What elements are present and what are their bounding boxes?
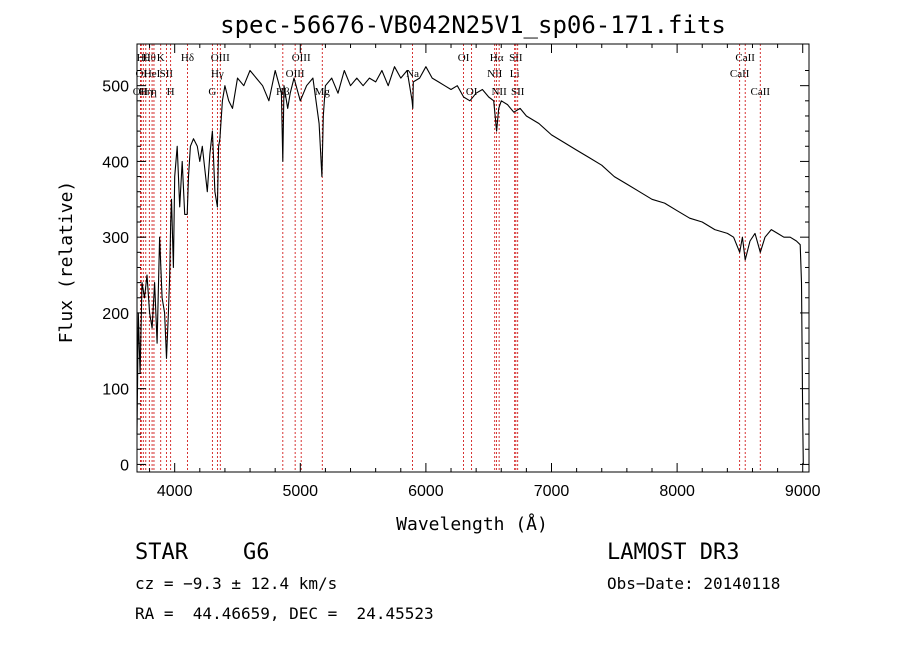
plot-frame xyxy=(136,43,810,473)
x-tick-label: 9000 xyxy=(785,483,821,500)
line-marker-label: Hδ xyxy=(181,52,194,64)
line-marker-label: η xyxy=(151,86,157,98)
line-marker-label: OIII xyxy=(292,52,311,64)
line-marker-label: SII xyxy=(511,86,525,98)
line-marker-label: CaII xyxy=(750,86,770,98)
y-tick-label: 400 xyxy=(102,154,129,171)
y-tick-label: 100 xyxy=(102,382,129,399)
line-marker-label: SII xyxy=(509,52,523,64)
axes: 4000 5000 6000 7000 8000 9000 0 100 200 300 400 500 xyxy=(102,44,821,500)
obs-date-text: Obs−Date: 20140118 xyxy=(607,574,781,593)
line-marker-label: H xyxy=(167,86,175,98)
line-marker-label: Hθ xyxy=(143,52,156,64)
subclass-label: G6 xyxy=(243,540,270,565)
x-tick-label: 6000 xyxy=(408,483,444,500)
line-marker-label: OI xyxy=(135,68,147,80)
line-markers: OIIOIHθHηHθHeIηKSIIHHδGHγOIIIHβOIIIOIIIM… xyxy=(133,44,770,472)
line-marker-label: NII xyxy=(491,86,507,98)
redshift-text: cz = −9.3 ± 12.4 km/s xyxy=(135,574,338,593)
class-label: STAR xyxy=(135,540,188,565)
x-tick-label: 5000 xyxy=(282,483,318,500)
chart-title: spec-56676-VB042N25V1_sp06-171.fits xyxy=(220,11,726,39)
line-marker-label: G xyxy=(208,86,216,98)
spectrum-line xyxy=(136,66,804,465)
x-axis-label: Wavelength (Å) xyxy=(396,513,548,535)
y-tick-label: 0 xyxy=(120,457,129,474)
line-marker-label: Li xyxy=(510,68,520,80)
line-marker-label: OI xyxy=(458,52,470,64)
line-marker-label: Hγ xyxy=(211,68,224,80)
line-marker-label: SII xyxy=(160,68,174,80)
x-tick-label: 7000 xyxy=(534,483,570,500)
x-tick-label: 8000 xyxy=(659,483,695,500)
series-layer xyxy=(136,66,804,465)
line-marker-label: CaII xyxy=(735,52,755,64)
line-marker-label: Mg xyxy=(315,86,331,98)
line-marker-label: NII xyxy=(487,68,503,80)
line-marker-label: OIII xyxy=(286,68,305,80)
line-marker-label: Hθ xyxy=(137,52,150,64)
line-marker-label: OI xyxy=(466,86,478,98)
y-tick-label: 300 xyxy=(102,230,129,247)
line-marker-label: HeI xyxy=(144,68,161,80)
survey-label: LAMOST DR3 xyxy=(607,540,740,565)
y-axis-label: Flux (relative) xyxy=(56,181,77,344)
line-marker-label: K xyxy=(157,52,165,64)
line-marker-label: Hα xyxy=(490,52,504,64)
coordinates-text: RA = 44.46659, DEC = 24.45523 xyxy=(135,604,434,623)
line-marker-label: OIII xyxy=(211,52,230,64)
y-tick-label: 500 xyxy=(102,79,129,96)
line-marker-label: CaII xyxy=(730,68,750,80)
y-tick-label: 200 xyxy=(102,306,129,323)
line-marker-label: Hβ xyxy=(276,86,290,98)
line-marker-label: Na xyxy=(406,68,419,80)
x-tick-label: 4000 xyxy=(157,483,193,500)
